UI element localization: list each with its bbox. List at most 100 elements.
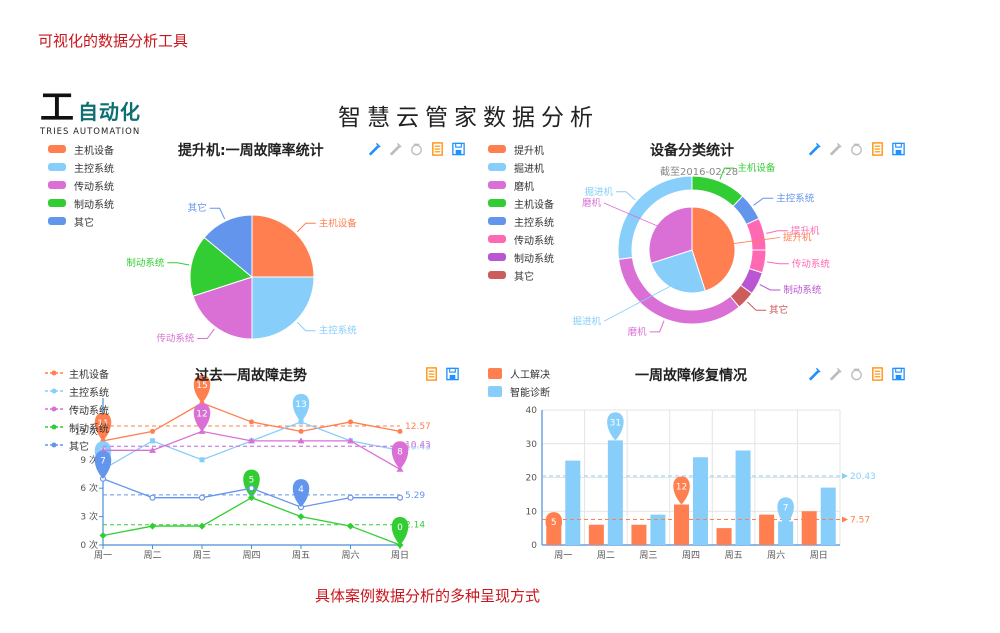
mark-undo-icon[interactable] — [828, 141, 843, 156]
pie-slice — [203, 214, 253, 279]
pie-slice — [617, 175, 693, 260]
pie-label: 制动系统 — [126, 257, 165, 269]
legend-item[interactable]: 智能诊断 — [488, 382, 550, 400]
series-line — [103, 430, 401, 470]
avg-arrow — [842, 473, 848, 480]
data-view-icon[interactable] — [870, 366, 885, 381]
pie-label: 掘进机 — [572, 315, 601, 327]
pie-slice — [251, 276, 315, 340]
legend-item[interactable]: 主控系统 — [48, 158, 114, 176]
bar — [631, 524, 647, 545]
mark-icon[interactable] — [367, 141, 382, 156]
mark-point-label: 7 — [783, 503, 789, 513]
bar — [716, 528, 732, 545]
legend-fault-rate: 主机设备 主控系统 传动系统制动系统 其它 — [48, 140, 114, 230]
pie-label: 传动系统 — [156, 332, 195, 344]
series-line — [102, 421, 401, 470]
legend-item[interactable]: 制动系统 — [488, 248, 554, 266]
pie-label-line — [167, 262, 190, 266]
y-tick-label: 20 — [526, 474, 538, 484]
legend-swatch — [45, 386, 63, 396]
pie-slice — [251, 214, 315, 278]
avg-label: 5.29 — [405, 491, 425, 501]
mark-clear-icon[interactable] — [849, 141, 864, 156]
data-view-icon[interactable] — [430, 141, 445, 156]
mark-point-label: 12 — [676, 483, 687, 493]
mark-point-label: 0 — [397, 523, 403, 533]
pie-label-line — [615, 191, 636, 201]
pie-label-line — [296, 222, 316, 233]
legend-item[interactable]: 人工解决 — [488, 364, 550, 382]
legend-item[interactable]: 主机设备 — [488, 194, 554, 212]
panel-repair: 0 10 20 30 40 周一 周二 周三 周四 周五 周六 周日 7.57 12 5 20.43 31 7 人… — [480, 358, 930, 573]
y-tick-label: 40 — [526, 406, 538, 416]
pie-label-line — [649, 320, 665, 333]
data-point — [248, 437, 255, 444]
legend-item[interactable]: 其它 — [45, 436, 109, 454]
legend-item[interactable]: 制动系统 — [45, 418, 109, 436]
legend-item[interactable]: 提升机 — [488, 140, 554, 158]
avg-arrow — [842, 516, 848, 523]
avg-label: 10.43 — [405, 442, 431, 452]
save-image-icon[interactable] — [451, 141, 466, 156]
legend-item[interactable]: 主机设备 — [48, 140, 114, 158]
legend-label: 掘进机 — [514, 163, 544, 175]
mark-clear-icon[interactable] — [409, 141, 424, 156]
legend-label: 人工解决 — [510, 369, 550, 381]
mark-point — [94, 450, 112, 479]
mark-clear-icon[interactable] — [849, 366, 864, 381]
legend-item[interactable]: 主机设备 — [45, 364, 109, 382]
legend-fault-trend: 主机设备 主控系统 传动系统 制动系统 其它 — [45, 364, 109, 454]
toolbox-device-category — [807, 141, 906, 156]
toolbox-fault-rate — [367, 141, 466, 156]
data-point — [347, 437, 354, 444]
pie-label-line — [766, 261, 789, 265]
mark-icon[interactable] — [807, 141, 822, 156]
legend-item[interactable]: 其它 — [488, 266, 554, 284]
data-point — [150, 438, 155, 444]
save-image-icon[interactable] — [891, 366, 906, 381]
legend-swatch — [488, 199, 506, 207]
legend-item[interactable]: 制动系统 — [48, 194, 114, 212]
data-point — [297, 437, 305, 444]
legend-label: 制动系统 — [74, 199, 114, 211]
data-point — [397, 428, 403, 434]
legend-swatch — [488, 145, 506, 153]
series-line — [102, 496, 401, 546]
legend-swatch — [488, 163, 506, 171]
mark-point-label: 12 — [196, 409, 207, 419]
panel-fault-trend: 0 次 3 次 6 次 9 次 12 次周一 周二 周三 周四 周五 周六 周日 12.57 15 11 1… — [0, 358, 480, 573]
chart-subtitle-device-category: 截至2016-02-28 — [660, 167, 739, 178]
x-tick-label: 周二 — [143, 550, 161, 561]
pie-slice — [691, 175, 744, 207]
x-tick-label: 周四 — [682, 550, 700, 561]
y-tick-label: 0 — [531, 541, 537, 551]
bar — [735, 450, 751, 545]
pie-label-line — [603, 283, 675, 322]
mark-undo-icon[interactable] — [828, 366, 843, 381]
legend-label: 智能诊断 — [510, 387, 550, 399]
x-tick-label: 周日 — [810, 550, 828, 561]
legend-item[interactable]: 主控系统 — [45, 382, 109, 400]
legend-label: 其它 — [514, 271, 534, 283]
mark-undo-icon[interactable] — [388, 141, 403, 156]
mark-icon[interactable] — [807, 366, 822, 381]
legend-item[interactable]: 传动系统 — [488, 230, 554, 248]
legend-item[interactable]: 其它 — [48, 212, 114, 230]
pie-slice — [745, 217, 767, 251]
y-tick-label: 0 次 — [80, 539, 98, 551]
data-view-icon[interactable] — [424, 366, 439, 381]
chart-title-device-category: 设备分类统计 — [650, 143, 734, 159]
data-view-icon[interactable] — [870, 141, 885, 156]
legend-item[interactable]: 磨机 — [488, 176, 554, 194]
legend-item[interactable]: 掘进机 — [488, 158, 554, 176]
legend-item[interactable]: 传动系统 — [45, 400, 109, 418]
legend-item[interactable]: 主控系统 — [488, 212, 554, 230]
data-point — [396, 494, 404, 501]
y-tick-label: 30 — [526, 440, 538, 450]
save-image-icon[interactable] — [445, 366, 460, 381]
legend-item[interactable]: 传动系统 — [48, 176, 114, 194]
save-image-icon[interactable] — [891, 141, 906, 156]
